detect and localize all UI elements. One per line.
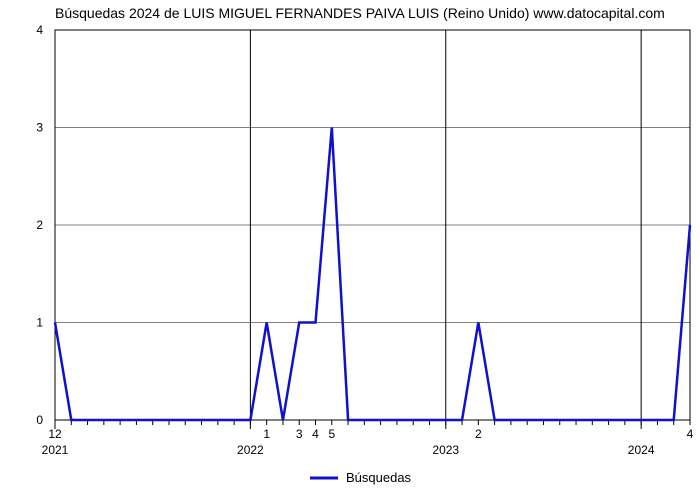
x-point-label: 3 (296, 427, 303, 441)
y-tick-label: 3 (36, 121, 43, 135)
x-point-label: 4 (687, 427, 694, 441)
x-year-label: 2022 (237, 443, 264, 457)
x-point-label: 4 (312, 427, 319, 441)
x-point-label: 2 (475, 427, 482, 441)
chart-title: Búsquedas 2024 de LUIS MIGUEL FERNANDES … (55, 5, 665, 21)
chart-background (0, 0, 700, 500)
x-point-label: 5 (328, 427, 335, 441)
y-tick-label: 4 (36, 23, 43, 37)
x-point-label: 1 (263, 427, 270, 441)
y-tick-label: 0 (36, 413, 43, 427)
y-tick-label: 1 (36, 316, 43, 330)
x-year-label: 2023 (432, 443, 459, 457)
x-year-label: 2021 (42, 443, 69, 457)
y-tick-label: 2 (36, 218, 43, 232)
x-point-label: 12 (48, 427, 62, 441)
legend-label: Búsquedas (346, 470, 412, 485)
x-year-label: 2024 (628, 443, 655, 457)
